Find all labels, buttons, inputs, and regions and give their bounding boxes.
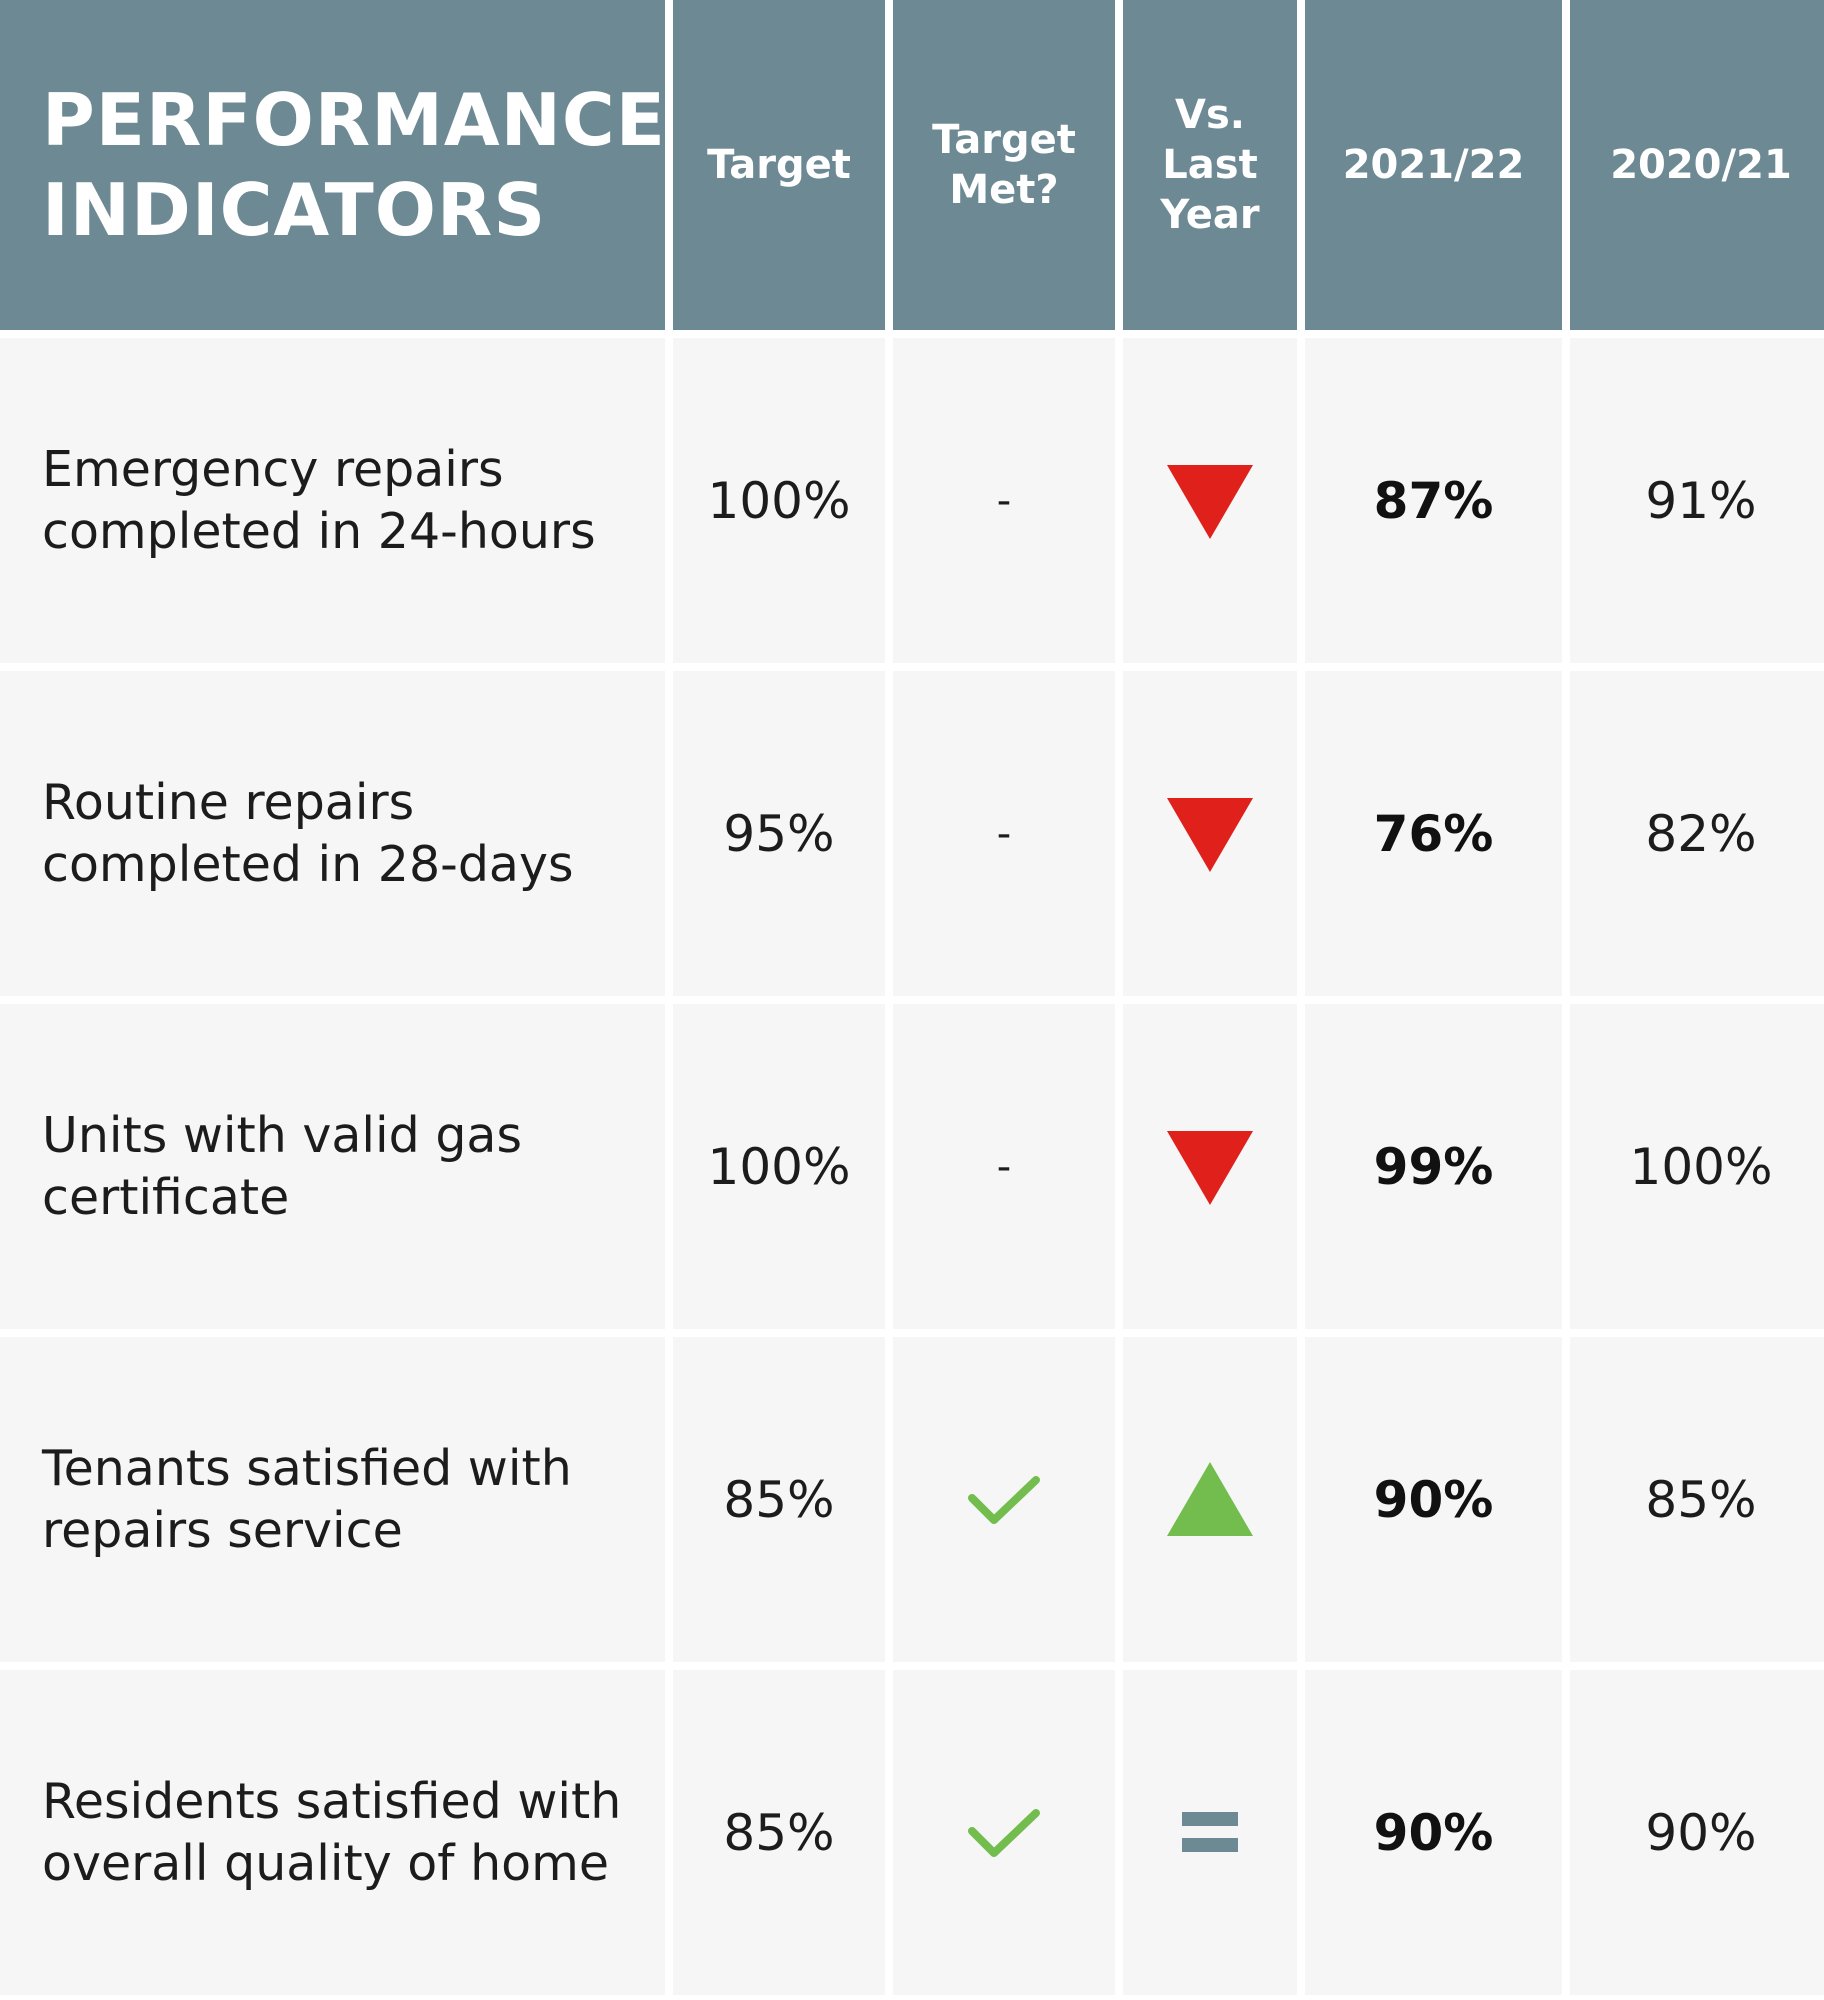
check-icon — [968, 1475, 1040, 1524]
row-1-trend — [1123, 338, 1297, 663]
row-3-trend — [1123, 1004, 1297, 1329]
header-title-line-1: PERFORMANCE — [42, 78, 666, 162]
row-4-target-met — [893, 1337, 1115, 1662]
row-4-label-line-2: repairs service — [42, 1501, 403, 1559]
row-2-current: 76% — [1305, 671, 1562, 996]
row-5-target: 85% — [673, 1670, 885, 1995]
row-4-label: Tenants satisfied with repairs service — [0, 1337, 665, 1662]
header-target-label: Target — [707, 142, 851, 188]
row-2-label: Routine repairs completed in 28-days — [0, 671, 665, 996]
trend-down-icon — [1167, 797, 1253, 872]
header-target-met-line-1: Target — [932, 117, 1076, 163]
row-1-label-line-1: Emergency repairs — [42, 440, 504, 498]
header-year-current: 2021/22 — [1305, 0, 1562, 330]
row-5-label-line-1: Residents satisfied with — [42, 1772, 622, 1830]
row-4-previous: 85% — [1570, 1337, 1824, 1662]
row-1-previous: 91% — [1570, 338, 1824, 663]
row-1-target: 100% — [673, 338, 885, 663]
row-2-label-line-2: completed in 28-days — [42, 835, 574, 893]
header-title-line-2: INDICATORS — [42, 168, 547, 252]
row-1-target-met: - — [893, 338, 1115, 663]
row-1-label: Emergency repairs completed in 24-hours — [0, 338, 665, 663]
trend-up-icon — [1167, 1461, 1253, 1536]
row-3-previous: 100% — [1570, 1004, 1824, 1329]
row-4-trend — [1123, 1337, 1297, 1662]
trend-equal-icon — [1182, 1811, 1238, 1852]
header-year-previous-label: 2020/21 — [1610, 142, 1792, 188]
check-icon — [968, 1808, 1040, 1857]
header-title: PERFORMANCE INDICATORS — [0, 0, 665, 330]
row-4-current: 90% — [1305, 1337, 1562, 1662]
row-3-label: Units with valid gas certificate — [0, 1004, 665, 1329]
row-2-trend — [1123, 671, 1297, 996]
header-target: Target — [673, 0, 885, 330]
row-3-target-met: - — [893, 1004, 1115, 1329]
trend-down-icon — [1167, 464, 1253, 539]
row-2-label-line-1: Routine repairs — [42, 773, 415, 831]
row-3-current: 99% — [1305, 1004, 1562, 1329]
row-5-current: 90% — [1305, 1670, 1562, 1995]
row-4-label-line-1: Tenants satisfied with — [42, 1439, 572, 1497]
header-vs-line-1: Vs. — [1175, 92, 1245, 138]
header-vs-line-3: Year — [1160, 192, 1260, 238]
trend-down-icon — [1167, 1130, 1253, 1205]
row-2-previous: 82% — [1570, 671, 1824, 996]
row-3-label-line-1: Units with valid gas — [42, 1106, 522, 1164]
row-1-current: 87% — [1305, 338, 1562, 663]
header-target-met-line-2: Met? — [949, 167, 1059, 213]
row-5-label: Residents satisfied with overall quality… — [0, 1670, 665, 1995]
row-2-target-met: - — [893, 671, 1115, 996]
row-4-target: 85% — [673, 1337, 885, 1662]
header-year-previous: 2020/21 — [1570, 0, 1824, 330]
row-3-label-line-2: certificate — [42, 1168, 290, 1226]
header-target-met: Target Met? — [893, 0, 1115, 330]
header-year-current-label: 2021/22 — [1342, 142, 1525, 188]
row-1-label-line-2: completed in 24-hours — [42, 502, 596, 560]
row-5-target-met — [893, 1670, 1115, 1995]
row-5-trend — [1123, 1670, 1297, 1995]
row-2-target: 95% — [673, 671, 885, 996]
header-vs-line-2: Last — [1162, 142, 1258, 188]
row-5-label-line-2: overall quality of home — [42, 1834, 610, 1892]
header-vs-last-year: Vs. Last Year — [1123, 0, 1297, 330]
row-5-previous: 90% — [1570, 1670, 1824, 1995]
row-3-target: 100% — [673, 1004, 885, 1329]
